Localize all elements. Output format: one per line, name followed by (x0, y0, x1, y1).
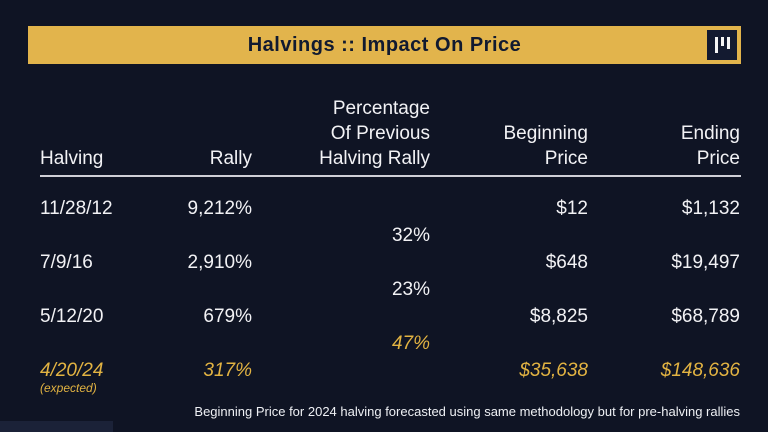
cell-ending-price: $148,636 (660, 360, 740, 381)
header-pct-line: Percentage (332, 98, 430, 119)
cell-halving-date: 4/20/24 (expected) (40, 357, 160, 395)
cell-pct (252, 195, 430, 222)
header-divider (40, 175, 741, 177)
table-body: 11/28/12 9,212% $12 $1,132 32% 7/9/16 2,… (40, 177, 740, 395)
three-bars-logo-icon (707, 30, 737, 60)
header-rally: Rally (209, 148, 252, 169)
footnote: Beginning Price for 2024 halving forecas… (194, 404, 740, 419)
header-pct-line: Of Previous (330, 123, 430, 144)
logo-bar (720, 37, 724, 46)
header-pct: Percentage Of Previous Halving Rally (252, 96, 430, 171)
interleave-row: 23% (40, 276, 740, 303)
bottom-left-accent (0, 421, 113, 432)
header-ending-price: Ending Price (588, 121, 740, 171)
cell-beginning-price: $35,638 (519, 360, 588, 381)
halvings-table: Halving Rally Percentage Of Previous Hal… (40, 90, 741, 395)
cell-rally: 317% (203, 360, 252, 381)
cell-ending-price: $1,132 (681, 198, 740, 219)
table-row-forecast: 4/20/24 (expected) 317% $35,638 $148,636 (40, 357, 740, 395)
header-ending-line: Price (696, 148, 740, 169)
interleave-row: 32% (40, 222, 740, 249)
cell-ending-price: $68,789 (671, 306, 740, 327)
cell-beginning-price: $12 (556, 198, 588, 219)
table-header-row: Halving Rally Percentage Of Previous Hal… (40, 90, 740, 171)
header-beginning-line: Beginning (503, 123, 588, 144)
cell-rally: 2,910% (187, 252, 252, 273)
cell-ending-price: $19,497 (671, 252, 740, 273)
header-ending-line: Ending (680, 123, 740, 144)
cell-pct (252, 249, 430, 276)
cell-rally: 679% (203, 306, 252, 327)
table-row: 11/28/12 9,212% $12 $1,132 (40, 195, 740, 222)
header-beginning-price: Beginning Price (430, 121, 588, 171)
cell-beginning-price: $648 (545, 252, 588, 273)
cell-pct-of-previous-forecast: 47% (391, 333, 430, 354)
title-banner: Halvings :: Impact On Price (28, 26, 741, 64)
cell-halving-date: 11/28/12 (40, 198, 113, 219)
cell-rally: 9,212% (187, 198, 252, 219)
logo-bar (726, 37, 730, 49)
header-beginning-line: Price (544, 148, 588, 169)
logo-bar (714, 37, 718, 53)
slide-title: Halvings :: Impact On Price (247, 33, 522, 56)
cell-pct (252, 357, 430, 395)
forecast-date: 4/20/24 (40, 360, 104, 381)
table-row: 5/12/20 679% $8,825 $68,789 (40, 303, 740, 330)
interleave-row: 47% (40, 330, 740, 357)
cell-halving-date: 5/12/20 (40, 306, 104, 327)
cell-pct (252, 303, 430, 330)
header-pct-line: Halving Rally (319, 148, 430, 169)
cell-halving-date: 7/9/16 (40, 252, 93, 273)
header-halving: Halving (40, 148, 104, 169)
expected-label: (expected) (40, 381, 97, 395)
cell-beginning-price: $8,825 (529, 306, 588, 327)
cell-pct-of-previous: 32% (391, 225, 430, 246)
cell-pct-of-previous: 23% (391, 279, 430, 300)
table-row: 7/9/16 2,910% $648 $19,497 (40, 249, 740, 276)
